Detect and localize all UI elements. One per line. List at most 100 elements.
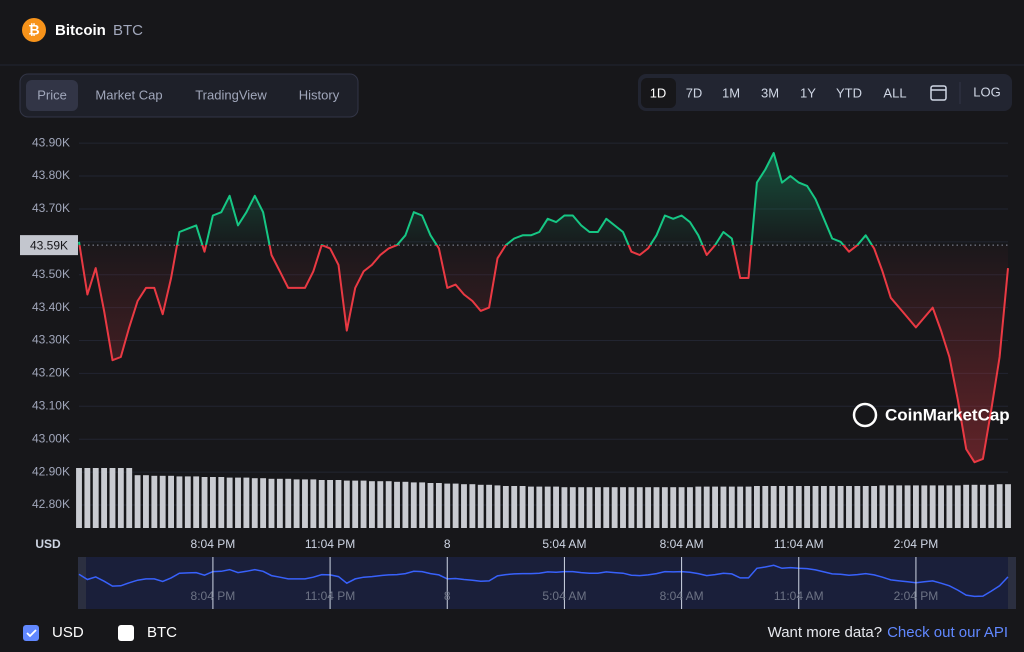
- volume-bar: [854, 486, 861, 528]
- api-link[interactable]: Check out our API: [887, 624, 1008, 641]
- coin-icon: [22, 18, 46, 42]
- tab[interactable]: Market Cap: [95, 87, 162, 102]
- navigator-line: [78, 564, 1009, 598]
- coin-symbol: BTC: [113, 22, 143, 39]
- volume-bar: [419, 482, 426, 528]
- navigator-label: 8:04 AM: [660, 589, 704, 603]
- navigator-handle[interactable]: [1008, 557, 1016, 609]
- volume-bar: [101, 468, 108, 528]
- volume-bar: [435, 483, 442, 528]
- y-tick-label: 43.20K: [32, 366, 70, 380]
- volume-bar: [837, 486, 844, 528]
- volume-bar: [368, 481, 375, 528]
- volume-bar: [218, 477, 225, 528]
- toggle-label[interactable]: BTC: [147, 624, 177, 641]
- volume-bar: [569, 487, 576, 528]
- range-active: [641, 78, 676, 108]
- volume-bar: [201, 477, 208, 528]
- tab[interactable]: TradingView: [195, 87, 267, 102]
- checkbox-checked[interactable]: [23, 625, 39, 641]
- y-tick-label: 43.90K: [32, 135, 70, 149]
- volume-bar: [820, 486, 827, 528]
- volume-bar: [963, 484, 970, 528]
- navigator[interactable]: [78, 557, 1016, 609]
- volume-bar: [879, 485, 886, 528]
- x-tick-label: 8:04 AM: [660, 537, 704, 551]
- volume-bar: [979, 484, 986, 528]
- volume-bar: [628, 487, 635, 528]
- volume-bar: [996, 484, 1003, 528]
- navigator-label: 8:04 PM: [191, 589, 236, 603]
- volume-bar: [226, 477, 233, 528]
- tab[interactable]: History: [299, 87, 340, 102]
- navigator-label: 11:04 AM: [774, 589, 824, 603]
- volume-bar: [134, 475, 141, 528]
- volume-bar: [302, 479, 308, 528]
- y-tick-label: 43.70K: [32, 201, 70, 215]
- volume-bar: [452, 483, 459, 528]
- volume-bar: [117, 468, 124, 528]
- volume-bar: [469, 484, 476, 528]
- range-button[interactable]: 1D: [650, 85, 667, 100]
- y-tick-label: 43.00K: [32, 431, 70, 445]
- volume-bar: [812, 486, 819, 528]
- volume-bar: [603, 487, 610, 528]
- y-axis-unit: USD: [35, 537, 61, 551]
- tab-active: [26, 80, 78, 111]
- volume-bar: [645, 487, 652, 528]
- volume-bar: [737, 486, 744, 528]
- volume-bar: [343, 480, 350, 528]
- volume-bar: [695, 486, 702, 528]
- volume-bar: [461, 484, 467, 528]
- volume-bar: [578, 487, 585, 528]
- volume-bar: [896, 485, 903, 528]
- tab-bar: [19, 73, 359, 118]
- volume-bar: [84, 468, 91, 528]
- volume-bar: [511, 486, 518, 528]
- volume-bar: [243, 477, 250, 528]
- volume-bar: [494, 485, 501, 528]
- coin-glyph: ₿: [28, 22, 39, 38]
- tab[interactable]: Price: [37, 87, 67, 102]
- volume-bar: [913, 485, 919, 528]
- x-tick-label: 8:04 PM: [191, 537, 236, 551]
- volume-bar: [787, 486, 794, 528]
- range-button[interactable]: ALL: [883, 85, 906, 100]
- volume-bar: [929, 485, 936, 528]
- volume-bar: [285, 478, 292, 528]
- volume-bar: [611, 487, 618, 528]
- footer-text: Want more data? Check out our API: [768, 624, 1008, 641]
- volume-bar: [544, 486, 551, 528]
- toggle-label[interactable]: USD: [52, 624, 84, 641]
- reference-label-box: [20, 235, 78, 256]
- reference-label: 43.59K: [30, 238, 68, 252]
- range-button[interactable]: 1Y: [800, 85, 816, 100]
- volume-bar: [176, 476, 183, 528]
- volume-bar: [712, 486, 719, 528]
- navigator-handle[interactable]: [78, 557, 86, 609]
- volume-bar: [921, 485, 928, 528]
- volume-bar: [260, 478, 267, 528]
- volume-bar: [904, 485, 911, 528]
- volume-bar: [661, 487, 668, 528]
- volume-bar: [151, 475, 158, 528]
- volume-bar: [678, 487, 685, 528]
- range-button[interactable]: YTD: [836, 85, 862, 100]
- checkbox[interactable]: [118, 625, 134, 641]
- volume-bar: [871, 486, 878, 528]
- log-button[interactable]: LOG: [973, 84, 1000, 99]
- range-button[interactable]: 7D: [686, 85, 703, 100]
- range-button[interactable]: 1M: [722, 85, 740, 100]
- check-icon: [26, 629, 37, 638]
- coin-name: Bitcoin: [55, 22, 106, 39]
- volume-bar: [360, 480, 367, 528]
- volume-bar: [536, 486, 543, 528]
- calendar-button[interactable]: [930, 85, 947, 101]
- volume-bar: [753, 486, 760, 528]
- volume-bar: [402, 481, 409, 528]
- volume-bar: [620, 487, 626, 528]
- range-button[interactable]: 3M: [761, 85, 779, 100]
- x-tick-label: 2:04 PM: [894, 537, 939, 551]
